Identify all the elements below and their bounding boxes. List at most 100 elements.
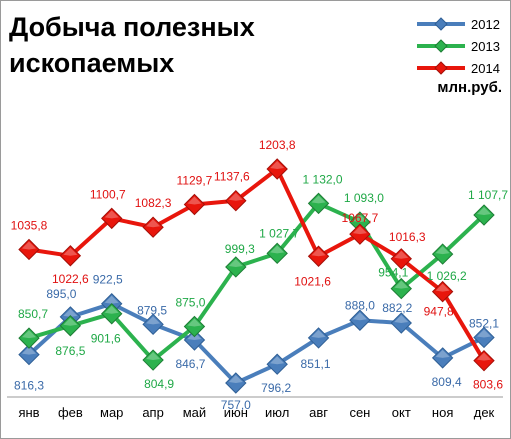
legend-swatch-2014 — [417, 61, 465, 75]
series-2013-label-июл: 1 027,7 — [259, 226, 299, 240]
series-2013-label-апр: 804,9 — [144, 377, 174, 391]
series-2013-label-авг: 1 132,0 — [303, 172, 343, 186]
series-2012-point-дек — [473, 326, 495, 349]
series-2012-label-авг: 851,1 — [301, 357, 331, 371]
series-2012-point-highlight-фев — [63, 308, 78, 317]
series-2013-point-июл — [266, 242, 288, 265]
x-tick-июн: июн — [224, 405, 248, 420]
series-2013-point-highlight-авг — [311, 195, 326, 204]
legend-swatch-2013 — [417, 39, 465, 53]
series-2014-point-фев — [59, 245, 82, 267]
legend-item-2013: 2013 — [415, 35, 507, 57]
series-2014-label-авг: 1021,6 — [294, 274, 331, 288]
series-2014-point-highlight-фев — [63, 247, 78, 256]
series-2012-label-июл: 796,2 — [261, 381, 291, 395]
series-2012-point-highlight-дек — [477, 329, 491, 338]
series-2013-point-янв — [18, 327, 40, 349]
series-2012-label-мар: 922,5 — [93, 273, 123, 287]
series-2012-label-апр: 879,5 — [137, 303, 167, 317]
series-2012-point-highlight-июл — [270, 356, 285, 365]
series-2012-point-highlight-мар — [104, 295, 119, 304]
series-2012-point-июн — [225, 372, 247, 394]
series-2012-point-апр — [142, 313, 164, 336]
series-2014-point-ноя — [431, 280, 454, 303]
chart-title: Добыча полезных ископаемых — [9, 12, 255, 78]
series-2014-point-май — [183, 193, 206, 216]
series-2014-point-highlight-окт — [394, 250, 409, 259]
series-2014-point-highlight-сен — [352, 226, 367, 235]
series-2014-point-highlight-янв — [22, 241, 36, 250]
series-2013-point-дек — [473, 204, 495, 226]
series-2014-label-апр: 1082,3 — [135, 196, 172, 210]
series-2014-point-окт — [390, 248, 412, 270]
series-2014-label-фев: 1022,6 — [52, 272, 89, 286]
series-2014-label-окт: 1016,3 — [389, 230, 426, 244]
series-2014-point-июн — [225, 190, 247, 212]
x-tick-июл: июл — [265, 405, 289, 420]
series-2013-point-апр — [142, 349, 164, 371]
series-2014-point-апр — [142, 216, 164, 238]
unit-label: млн.руб. — [437, 79, 502, 96]
series-2013-label-мар: 901,6 — [91, 332, 121, 346]
series-2014-label-сен: 1067,7 — [342, 211, 379, 225]
series-2013-label-окт: 954,1 — [378, 266, 408, 280]
legend: 2012 2013 2014 — [415, 13, 507, 79]
series-2013-point-highlight-ноя — [435, 246, 450, 255]
series-2014-label-июл: 1203,8 — [259, 138, 296, 152]
series-2013-point-highlight-мар — [104, 305, 119, 314]
series-2014-point-highlight-дек — [477, 352, 491, 361]
series-2013-group — [18, 192, 495, 371]
series-2013-point-июн — [225, 256, 247, 278]
series-2013-label-июн: 999,3 — [225, 242, 255, 256]
series-2013-point-окт — [390, 277, 412, 300]
series-2014-point-highlight-июл — [270, 161, 285, 169]
series-2012-point-highlight-сен — [352, 312, 367, 321]
series-2013-label-май: 875,0 — [175, 295, 205, 309]
series-2014-point-мар — [101, 207, 123, 230]
series-2014-point-сен — [349, 223, 371, 245]
x-tick-май: май — [183, 405, 206, 420]
series-2013-point-highlight-фев — [63, 317, 78, 326]
series-2014-point-highlight-июн — [228, 192, 243, 201]
series-2014-point-авг — [307, 245, 330, 267]
series-2012-point-highlight-апр — [146, 316, 161, 325]
series-2014-point-highlight-мар — [104, 210, 119, 219]
series-2012-point-янв — [18, 343, 40, 366]
series-2013-point-май — [183, 315, 206, 338]
series-2012-point-highlight-авг — [311, 329, 326, 338]
series-2013-point-фев — [59, 315, 82, 337]
x-tick-апр: апр — [142, 405, 164, 420]
series-2014-line — [28, 167, 486, 362]
series-2012-label-янв: 816,3 — [14, 379, 44, 393]
series-2014-point-дек — [473, 349, 495, 372]
x-tick-фев: фев — [58, 405, 83, 420]
series-2013-point-highlight-окт — [394, 280, 409, 289]
series-2014-label-мар: 1100,7 — [90, 187, 126, 201]
series-2013-point-мар — [101, 303, 123, 325]
series-2012-label-май: 846,7 — [175, 357, 205, 371]
series-2013-point-highlight-апр — [146, 352, 161, 361]
series-2014-point-highlight-авг — [311, 248, 326, 257]
legend-label-2012: 2012 — [471, 16, 500, 32]
series-2012-point-highlight-янв — [22, 346, 36, 355]
x-tick-окт: окт — [392, 405, 411, 420]
series-2014-point-highlight-ноя — [435, 283, 450, 292]
series-2014-group — [18, 158, 495, 372]
series-2014-point-янв — [18, 238, 40, 261]
series-2012-group — [18, 293, 495, 394]
series-2014-label-май: 1129,7 — [177, 173, 213, 187]
series-2013-label-янв: 850,7 — [18, 307, 48, 321]
series-2012-label-июн: 757,0 — [221, 398, 251, 412]
series-2012-label-ноя: 809,4 — [432, 375, 462, 389]
x-tick-мар: мар — [100, 405, 123, 420]
series-2013-label-ноя: 1 026,2 — [427, 269, 467, 283]
x-tick-авг: авг — [309, 405, 328, 420]
series-2012-point-июл — [266, 353, 288, 375]
series-2012-point-ноя — [431, 347, 454, 369]
series-2012-point-май — [183, 329, 206, 351]
x-tick-layer: янв фев мар апр май июн июл авг сен окт ноя дек — [18, 405, 494, 420]
legend-swatch-2012 — [417, 17, 465, 31]
series-2013-point-ноя — [431, 243, 454, 265]
